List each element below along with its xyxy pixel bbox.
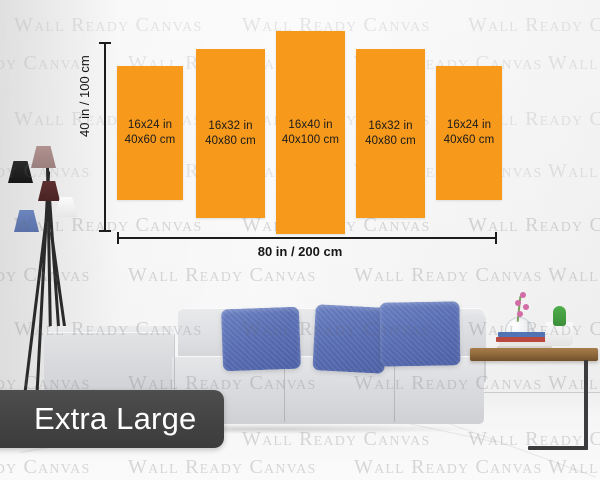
pillow [220,306,302,372]
lamp-shade-maroon [38,181,60,201]
sofa-seat-seam [394,360,395,422]
lamp-shade-white [55,197,77,217]
height-dimension-label: 40 in / 100 cm [77,55,92,137]
table-leg [584,360,588,450]
canvas-panel-2-label: 16x32 in 40x80 cm [205,119,256,149]
canvas-panel-2-cm: 40x80 cm [205,134,256,147]
canvas-panel-1-cm: 40x60 cm [124,134,176,146]
canvas-panel-4-cm: 40x80 cm [365,134,416,147]
width-dimension-cap-right [495,232,497,244]
lamp-shade-mauve [31,146,56,168]
height-dimension-line [99,42,111,232]
book [499,342,551,346]
height-dimension-cap-top [99,42,111,44]
canvas-panel-2[interactable]: 16x32 in 40x80 cm [196,49,265,218]
canvas-panel-3[interactable]: 16x40 in 40x100 cm [276,31,345,234]
flower-bloom [523,304,529,310]
sofa-chaise-seam [174,334,175,424]
flower-bloom [520,292,526,298]
book [496,337,552,342]
canvas-panel-4-label: 16x32 in 40x80 cm [365,119,416,149]
canvas-panel-5-cm: 40x60 cm [443,134,495,146]
sofa-floor-shadow [50,424,480,434]
side-table-top [470,348,598,361]
flower-bloom [515,300,521,306]
size-badge-label: Extra Large [34,401,197,436]
width-dimension-cap-left [117,232,119,244]
canvas-panel-5-label: 16x24 in 40x60 cm [444,118,495,148]
canvas-panel-4[interactable]: 16x32 in 40x80 cm [356,49,425,218]
canvas-panel-3-label: 16x40 in 40x100 cm [282,118,339,148]
canvas-panel-4-inches: 16x32 in [368,119,413,132]
canvas-panel-2-inches: 16x32 in [208,119,253,132]
width-dimension-line [117,232,497,244]
canvas-panel-3-cm: 40x100 cm [281,133,340,146]
height-dimension-cap-bottom [99,230,111,232]
canvas-panel-3-inches: 16x40 in [288,118,333,131]
canvas-panel-5-inches: 16x24 in [446,119,492,131]
canvas-panel-5[interactable]: 16x24 in 40x60 cm [436,66,502,200]
pillow [379,301,461,367]
lamp-shade-blue [14,210,39,232]
pillow [312,304,388,374]
sofa-seat-seam [284,360,285,422]
size-badge: Extra Large [0,390,224,448]
cactus-plant [553,306,566,326]
book [498,332,550,337]
flower-bloom [517,311,523,317]
lamp-shade-black [8,161,33,183]
plant-pot [545,322,573,346]
canvas-panel-1[interactable]: 16x24 in 40x60 cm [117,66,183,200]
width-dimension-label: 80 in / 200 cm [257,244,343,259]
canvas-panel-1-label: 16x24 in 40x60 cm [125,118,176,148]
table-foot [528,446,588,450]
canvas-panel-1-inches: 16x24 in [127,119,173,131]
